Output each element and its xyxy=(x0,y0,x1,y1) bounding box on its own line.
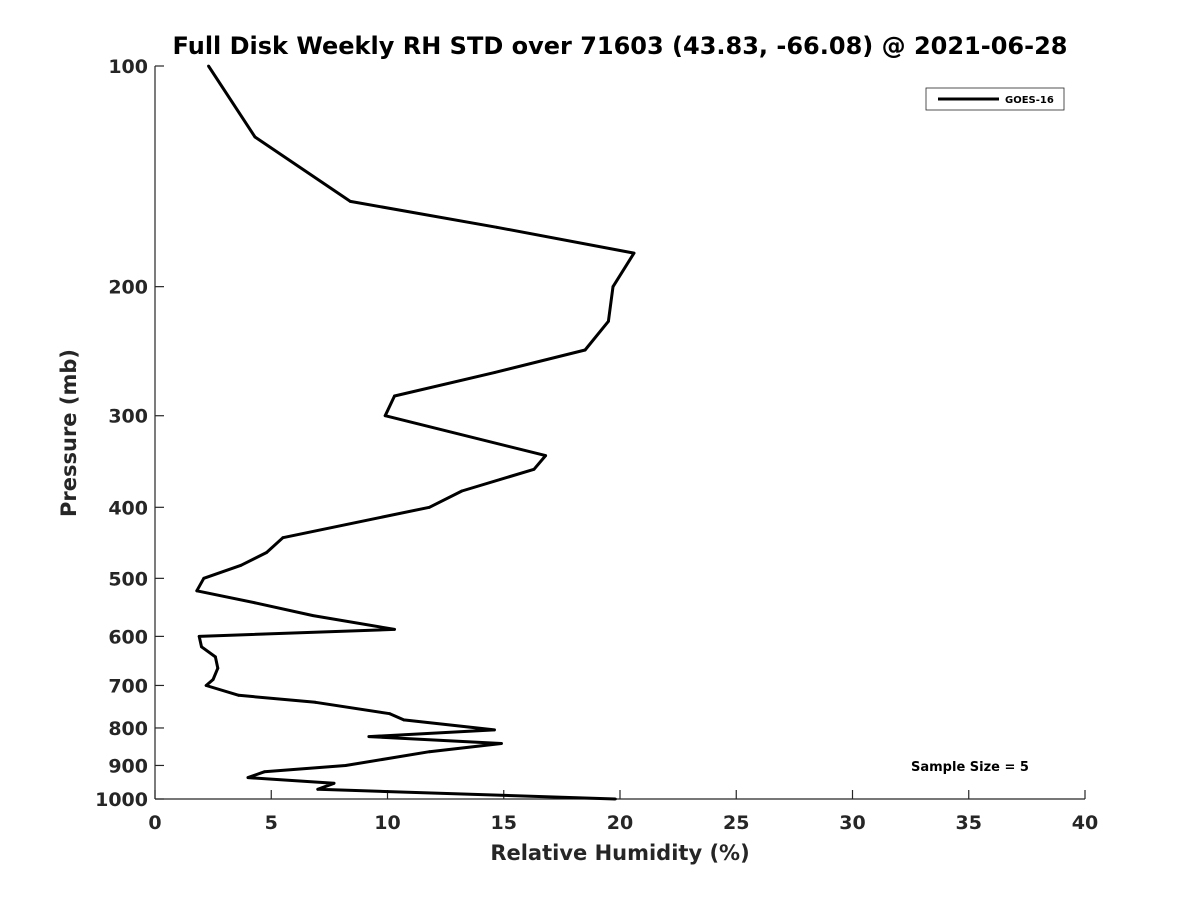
y-tick-label: 100 xyxy=(108,56,148,78)
data-point xyxy=(332,781,336,785)
sample-size-annotation: Sample Size = 5 xyxy=(911,760,1029,775)
x-ticks: 0 5 10 15 20 25 30 35 40 xyxy=(148,790,1098,834)
data-point xyxy=(197,635,201,638)
data-point xyxy=(253,135,257,139)
data-point xyxy=(428,750,431,754)
chart-title: Full Disk Weekly RH STD over 71603 (43.8… xyxy=(173,32,1068,60)
data-point xyxy=(500,742,503,745)
data-point xyxy=(214,655,217,659)
legend: GOES-16 xyxy=(925,87,1065,111)
data-point xyxy=(632,251,636,255)
y-tick-label: 300 xyxy=(108,406,148,428)
data-point xyxy=(246,776,250,779)
data-point xyxy=(383,414,387,418)
y-tick-label: 200 xyxy=(108,277,148,299)
axes xyxy=(154,66,1085,800)
data-point xyxy=(367,735,371,738)
y-tick-label: 500 xyxy=(108,568,148,590)
data-point xyxy=(239,563,243,567)
data-point xyxy=(195,589,199,593)
data-point xyxy=(493,371,496,374)
y-tick-label: 800 xyxy=(108,718,148,740)
y-axis-label: Pressure (mb) xyxy=(57,349,81,517)
data-point xyxy=(428,505,431,509)
data-point xyxy=(393,628,396,631)
data-point xyxy=(204,684,208,687)
x-tick-label: 30 xyxy=(839,812,865,834)
y-tick-label: 600 xyxy=(108,626,148,648)
y-tick-label: 1000 xyxy=(95,789,148,811)
data-point xyxy=(393,394,396,398)
y-tick-label: 900 xyxy=(108,755,148,777)
data-point xyxy=(314,700,317,704)
data-point xyxy=(344,764,347,767)
data-point xyxy=(211,678,215,681)
data-point xyxy=(460,489,464,493)
data-point xyxy=(265,551,268,554)
data-point xyxy=(316,787,320,791)
data-point xyxy=(262,770,266,774)
data-point xyxy=(402,718,406,722)
data-point xyxy=(495,225,499,229)
data-point xyxy=(614,797,617,801)
x-tick-label: 25 xyxy=(723,812,749,834)
data-point xyxy=(532,467,536,471)
x-tick-label: 10 xyxy=(374,812,400,834)
data-point xyxy=(200,645,203,649)
data-point xyxy=(253,601,257,605)
x-tick-label: 5 xyxy=(265,812,278,834)
data-point xyxy=(311,614,315,617)
x-tick-label: 40 xyxy=(1072,812,1098,834)
legend-label-goes16: GOES-16 xyxy=(1005,95,1054,106)
data-point xyxy=(544,454,547,457)
x-tick-label: 20 xyxy=(607,812,633,834)
x-axis-label: Relative Humidity (%) xyxy=(490,841,749,865)
data-point xyxy=(216,666,220,670)
series xyxy=(195,64,636,801)
data-point xyxy=(202,576,206,580)
data-point xyxy=(493,728,496,732)
data-point xyxy=(348,200,352,203)
x-tick-label: 0 xyxy=(148,812,161,834)
data-point xyxy=(611,285,615,289)
series-line-goes16 xyxy=(195,65,636,801)
x-tick-label: 15 xyxy=(491,812,517,834)
y-tick-label: 400 xyxy=(108,497,148,519)
data-point xyxy=(583,348,587,352)
data-point xyxy=(388,712,392,716)
y-tick-label: 700 xyxy=(108,675,148,697)
data-point xyxy=(237,693,241,697)
data-point xyxy=(281,536,285,540)
data-point xyxy=(207,64,210,68)
data-point xyxy=(607,319,610,323)
x-tick-label: 35 xyxy=(956,812,982,834)
y-ticks: 100 200 300 400 500 600 700 800 900 1000 xyxy=(95,56,164,811)
